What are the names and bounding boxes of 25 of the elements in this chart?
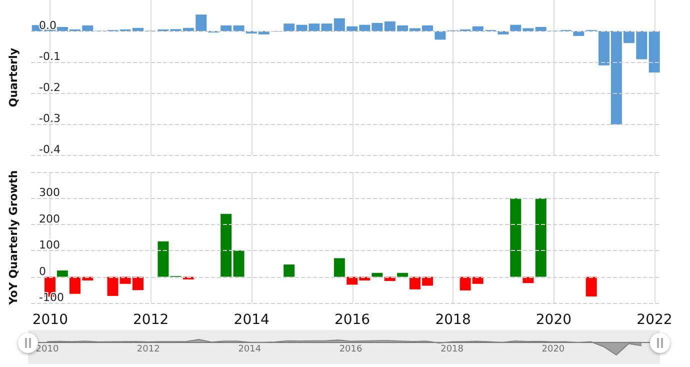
y-tick-label: 200: [39, 212, 60, 226]
y-tick-label: -0.3: [39, 112, 60, 125]
y-axis-title: Quarterly: [7, 48, 20, 108]
x-tick-label: 2022: [636, 312, 672, 328]
x-tick-label: 2016: [339, 344, 363, 354]
y-tick-label: -100: [39, 291, 64, 304]
y-tick-label: 0.0: [39, 19, 56, 32]
x-tick-label: 2010: [36, 344, 59, 354]
x-tick-label: 2014: [234, 312, 270, 328]
y-tick-label: 300: [39, 186, 60, 200]
y-axis-title: YoY Quarterly Growth: [7, 170, 20, 306]
y-tick-label: 0: [39, 264, 46, 278]
y-tick-label: -0.4: [39, 143, 60, 156]
y-tick-label: 100: [39, 238, 60, 252]
x-tick-label: 2020: [542, 344, 565, 354]
x-tick-label: 2016: [334, 312, 370, 328]
y-tick-label: -0.1: [39, 50, 60, 63]
y-tick-label: -0.2: [39, 81, 60, 94]
x-tick-label: 2018: [435, 312, 471, 328]
x-tick-label: 2010: [32, 312, 68, 328]
x-tick-label: 2018: [440, 344, 464, 354]
x-tick-label: 2012: [132, 312, 169, 328]
x-tick-label: 2020: [536, 312, 572, 328]
x-tick-label: 2014: [238, 344, 262, 354]
x-tick-label: 2012: [136, 344, 160, 354]
